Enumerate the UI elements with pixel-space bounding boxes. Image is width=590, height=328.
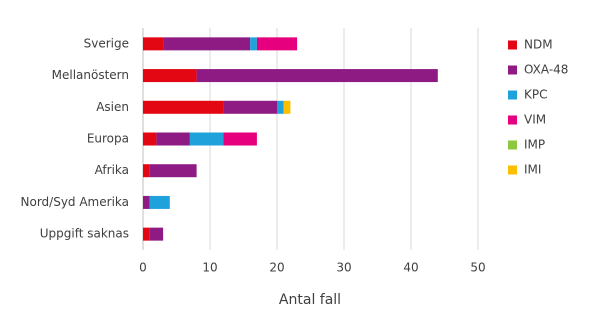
x-tick-label: 10 [202, 261, 217, 275]
bar-segment [143, 69, 197, 83]
bar-segment [143, 227, 150, 241]
legend-label: IMI [524, 163, 541, 177]
x-tick-label: 30 [336, 261, 351, 275]
legend-label: OXA-48 [524, 63, 568, 77]
legend-label: VIM [524, 113, 546, 127]
bar-segment [143, 164, 150, 178]
y-tick-label: Uppgift saknas [40, 227, 129, 241]
y-tick-label: Afrika [95, 163, 129, 177]
bar-segment [163, 37, 251, 51]
legend-label: IMP [524, 138, 545, 152]
y-tick-label: Nord/Syd Amerika [21, 195, 130, 209]
legend-label: NDM [524, 38, 553, 52]
bar-segment [143, 37, 164, 51]
legend-label: KPC [524, 88, 547, 102]
legend-swatch [508, 140, 517, 150]
bar-segment [149, 227, 164, 241]
x-tick-label: 40 [403, 261, 418, 275]
bar-segment [156, 132, 190, 146]
legend-swatch [508, 165, 517, 175]
bar-segment [189, 132, 224, 146]
bar-segment [143, 132, 157, 146]
legend-swatch [508, 90, 517, 100]
y-tick-label: Asien [96, 100, 129, 114]
x-tick-label: 20 [269, 261, 284, 275]
bar-segment [149, 164, 197, 178]
y-tick-label: Europa [87, 132, 129, 146]
legend-swatch [508, 115, 517, 125]
y-tick-label: Sverige [84, 36, 129, 50]
bar-segment [196, 69, 438, 83]
bar-segment [250, 37, 257, 51]
legend-swatch [508, 40, 517, 50]
legend-swatch [508, 65, 517, 75]
x-axis-label: Antal fall [279, 292, 341, 308]
x-tick-label: 0 [139, 261, 147, 275]
bar-segment [223, 100, 277, 114]
x-tick-label: 50 [470, 261, 485, 275]
bar-segment [143, 195, 150, 209]
bar-segment [277, 100, 284, 114]
y-tick-label: Mellanöstern [52, 68, 129, 82]
bar-segment [149, 195, 170, 209]
bar-segment [143, 100, 224, 114]
bar-segment [256, 37, 298, 51]
bar-segment [223, 132, 257, 146]
bar-segment [283, 100, 291, 114]
